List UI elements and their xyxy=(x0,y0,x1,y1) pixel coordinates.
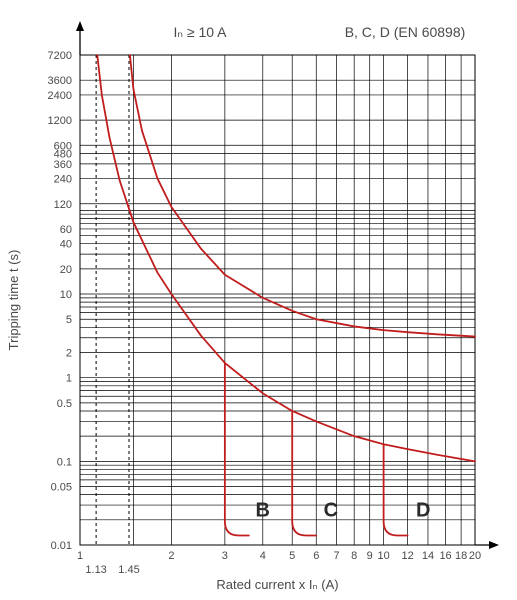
x-tick-label: 1 xyxy=(77,550,83,562)
y-tick-label: 0.01 xyxy=(51,540,72,552)
x-tick-label: 20 xyxy=(469,550,481,562)
y-tick-label: 0.1 xyxy=(57,456,72,468)
y-tick-label: 7200 xyxy=(48,50,72,62)
x-tick-label: 12 xyxy=(402,550,414,562)
y-tick-label: 40 xyxy=(60,239,72,251)
y-tick-label: 0.05 xyxy=(51,482,72,494)
y-tick-label: 3600 xyxy=(48,75,72,87)
y-tick-label: 1 xyxy=(66,373,72,385)
x-tick-label: 6 xyxy=(313,550,319,562)
x-ref-label: 1.13 xyxy=(85,564,106,576)
y-tick-label: 5 xyxy=(66,314,72,326)
x-tick-label: 3 xyxy=(222,550,228,562)
x-tick-label: 10 xyxy=(377,550,389,562)
band-label: B xyxy=(256,499,270,521)
y-tick-label: 60 xyxy=(60,224,72,236)
x-tick-label: 16 xyxy=(439,550,451,562)
y-tick-label: 10 xyxy=(60,289,72,301)
x-tick-label: 9 xyxy=(367,550,373,562)
band-label: D xyxy=(416,499,430,521)
y-tick-label: 360 xyxy=(54,159,72,171)
chart-container: { "chart": { "type": "line", "title_left… xyxy=(0,0,517,600)
y-tick-label: 1200 xyxy=(48,115,72,127)
chart-svg: 0.010.050.10.512510204060120240360480600… xyxy=(0,0,517,600)
y-tick-label: 120 xyxy=(54,199,72,211)
band-label: C xyxy=(324,499,338,521)
y-tick-label: 0.5 xyxy=(57,398,72,410)
y-tick-label: 600 xyxy=(54,140,72,152)
x-tick-label: 14 xyxy=(422,550,434,562)
y-axis-label: Tripping time t (s) xyxy=(6,250,21,351)
x-ref-label: 1.45 xyxy=(118,564,139,576)
x-tick-label: 18 xyxy=(455,550,467,562)
y-tick-label: 2400 xyxy=(48,90,72,102)
x-tick-label: 5 xyxy=(289,550,295,562)
y-tick-label: 240 xyxy=(54,174,72,186)
x-axis-label: Rated current x Iₙ (A) xyxy=(216,577,338,592)
y-tick-label: 2 xyxy=(66,348,72,360)
y-tick-label: 20 xyxy=(60,264,72,276)
title-right: B, C, D (EN 60898) xyxy=(345,24,466,40)
x-tick-label: 8 xyxy=(351,550,357,562)
title-left: Iₙ ≥ 10 A xyxy=(174,24,228,40)
x-tick-label: 4 xyxy=(260,550,266,562)
x-tick-label: 2 xyxy=(168,550,174,562)
x-tick-label: 7 xyxy=(334,550,340,562)
